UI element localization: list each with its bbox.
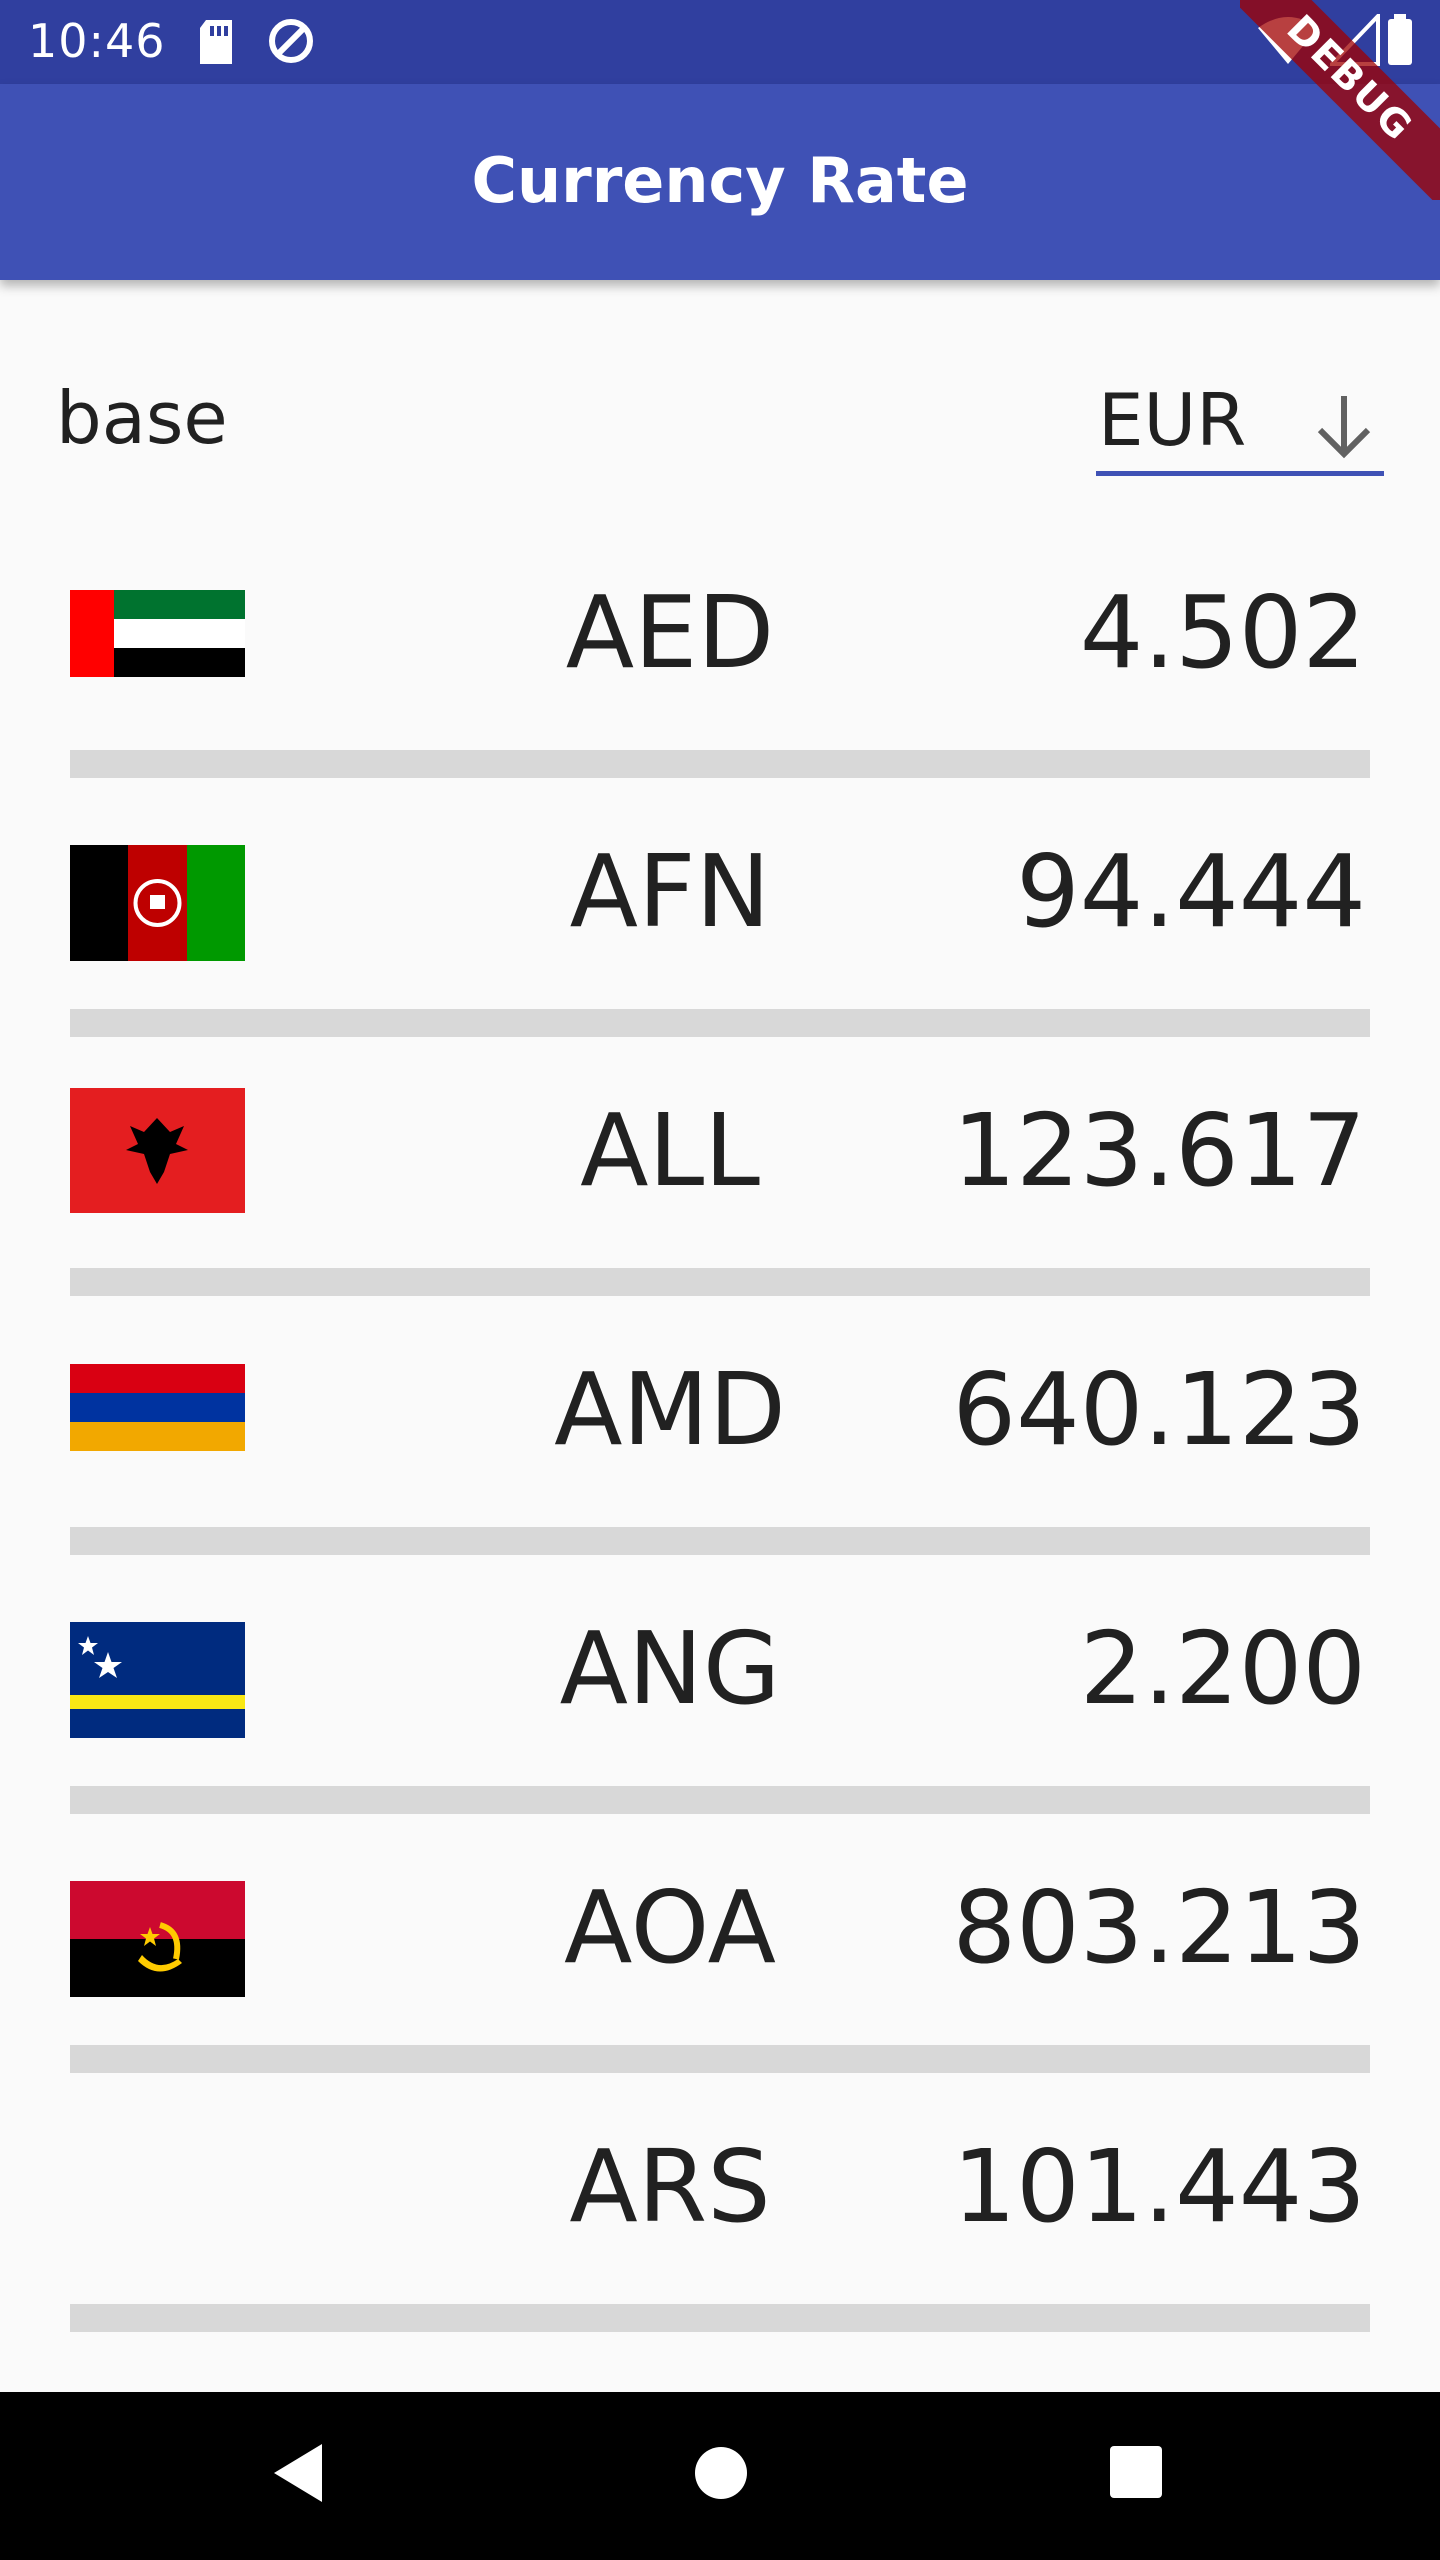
curacao-flag-icon: [70, 1622, 245, 1738]
currency-rate: 94.444: [1016, 833, 1366, 950]
currency-code: AMD: [554, 1351, 786, 1468]
list-item[interactable]: AMD 640.123: [0, 1317, 1440, 1576]
list-item[interactable]: AED 4.502: [0, 540, 1440, 799]
rates-list: AED 4.502 AFN 94.444 ALL 123.617 AMD: [0, 540, 1440, 2353]
base-currency-dropdown[interactable]: EUR: [1096, 370, 1384, 476]
list-item[interactable]: AOA 803.213: [0, 1835, 1440, 2094]
currency-rate: 4.502: [1079, 574, 1366, 691]
cell-signal-icon: [1330, 14, 1380, 66]
arrow-down-icon: [1317, 396, 1371, 459]
home-icon[interactable]: [694, 2438, 748, 2508]
afghanistan-flag-icon: [70, 845, 245, 961]
currency-code: ARS: [569, 2128, 771, 2245]
battery-icon: [1388, 14, 1412, 65]
navigation-bar: [0, 2392, 1440, 2560]
angola-flag-icon: [70, 1881, 245, 1997]
armenia-flag-icon: [70, 1364, 245, 1451]
app-bar: Currency Rate: [0, 84, 1440, 280]
status-bar: 10:46: [0, 0, 1440, 84]
currency-rate: 123.617: [952, 1092, 1366, 1209]
back-icon[interactable]: [270, 2438, 330, 2508]
list-item[interactable]: ALL 123.617: [0, 1058, 1440, 1317]
page-title: Currency Rate: [471, 144, 969, 217]
divider: [70, 1009, 1370, 1037]
divider: [70, 1268, 1370, 1296]
currency-code: ALL: [580, 1092, 760, 1209]
currency-rate: 803.213: [952, 1869, 1366, 1986]
wifi-icon: [1258, 17, 1318, 64]
list-item[interactable]: ANG 2.200: [0, 1576, 1440, 1835]
currency-code: ANG: [559, 1610, 781, 1727]
divider: [70, 1527, 1370, 1555]
base-row: base EUR: [0, 350, 1440, 500]
divider: [70, 1786, 1370, 1814]
list-item[interactable]: ARS 101.443: [0, 2094, 1440, 2353]
list-item[interactable]: AFN 94.444: [0, 799, 1440, 1058]
sd-card-icon: [200, 20, 232, 64]
currency-rate: 101.443: [952, 2128, 1366, 2245]
recents-icon[interactable]: [1108, 2438, 1164, 2508]
currency-rate: 640.123: [952, 1351, 1366, 1468]
base-currency-value: EUR: [1098, 378, 1247, 462]
currency-rate: 2.200: [1079, 1610, 1366, 1727]
status-time: 10:46: [28, 14, 166, 68]
base-label: base: [56, 376, 228, 460]
divider: [70, 2304, 1370, 2332]
currency-code: AED: [565, 574, 775, 691]
data-saver-icon: [269, 19, 313, 63]
currency-code: AOA: [563, 1869, 776, 1986]
divider: [70, 2045, 1370, 2073]
uae-flag-icon: [70, 590, 245, 677]
currency-code: AFN: [569, 833, 771, 950]
albania-flag-icon: [70, 1088, 245, 1213]
divider: [70, 750, 1370, 778]
